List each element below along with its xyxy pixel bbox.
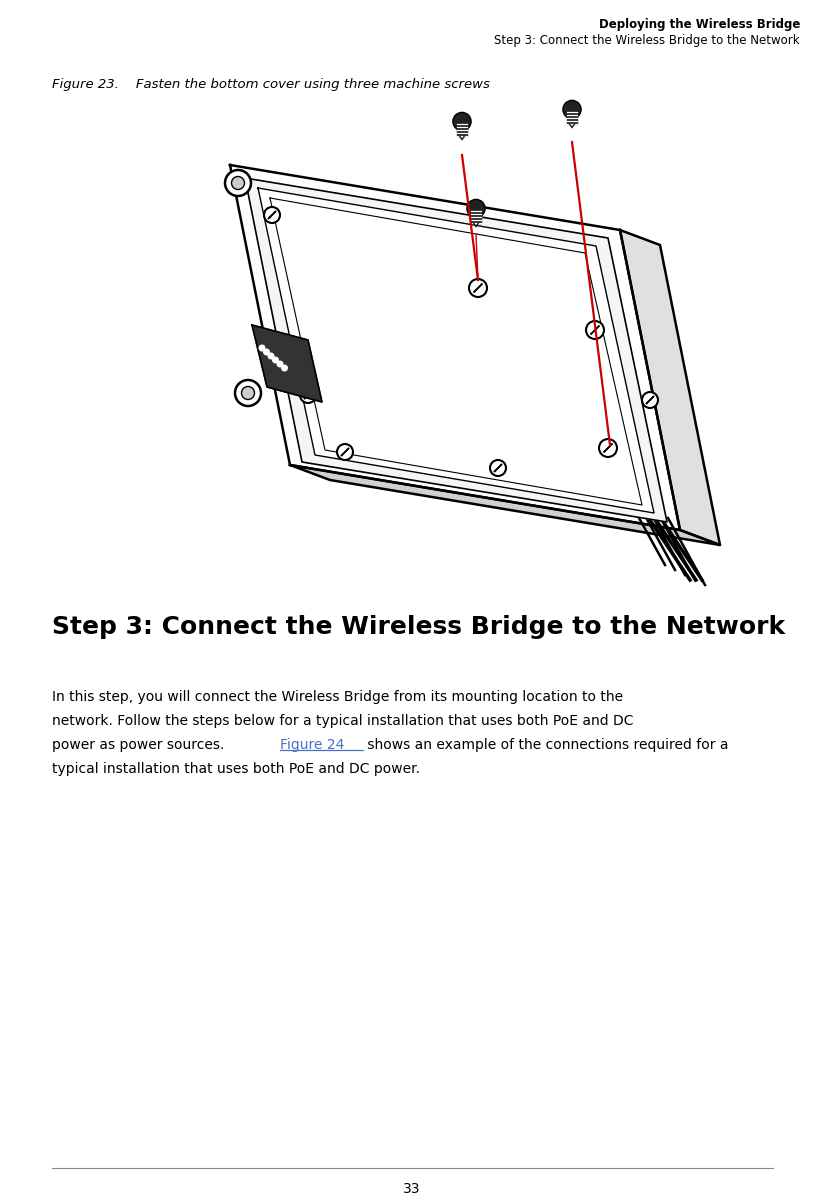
Circle shape [586, 321, 604, 339]
Text: Figure 24: Figure 24 [280, 738, 345, 752]
Circle shape [277, 362, 283, 367]
Circle shape [273, 357, 278, 363]
Text: Step 3: Connect the Wireless Bridge to the Network: Step 3: Connect the Wireless Bridge to t… [52, 615, 785, 639]
Text: Deploying the Wireless Bridge: Deploying the Wireless Bridge [599, 18, 800, 31]
Text: 33: 33 [403, 1182, 421, 1196]
Polygon shape [252, 325, 322, 403]
Text: Figure 23.    Fasten the bottom cover using three machine screws: Figure 23. Fasten the bottom cover using… [52, 78, 490, 91]
Circle shape [300, 387, 316, 403]
Circle shape [235, 380, 261, 406]
Circle shape [599, 438, 617, 456]
Polygon shape [290, 465, 720, 545]
Circle shape [242, 387, 254, 399]
Polygon shape [620, 230, 720, 545]
Circle shape [264, 207, 280, 223]
Bar [457, 125, 467, 135]
Circle shape [563, 101, 581, 119]
Circle shape [490, 460, 506, 476]
Text: typical installation that uses both PoE and DC power.: typical installation that uses both PoE … [52, 762, 420, 776]
Circle shape [281, 365, 287, 371]
Text: network. Follow the steps below for a typical installation that uses both PoE an: network. Follow the steps below for a ty… [52, 714, 634, 728]
Circle shape [467, 199, 485, 218]
Text: In this step, you will connect the Wireless Bridge from its mounting location to: In this step, you will connect the Wirel… [52, 690, 623, 704]
Text: power as power sources.: power as power sources. [52, 738, 229, 752]
Circle shape [337, 444, 353, 460]
Circle shape [264, 349, 269, 355]
Circle shape [232, 176, 244, 189]
Circle shape [259, 345, 265, 351]
Polygon shape [258, 188, 654, 513]
Polygon shape [245, 179, 667, 522]
Circle shape [642, 392, 658, 409]
Text: shows an example of the connections required for a: shows an example of the connections requ… [363, 738, 728, 752]
Bar [568, 113, 577, 123]
Circle shape [469, 279, 487, 297]
Circle shape [453, 113, 471, 131]
Polygon shape [230, 165, 680, 530]
Bar [471, 211, 480, 223]
Circle shape [225, 170, 251, 196]
Circle shape [268, 353, 274, 358]
Text: Step 3: Connect the Wireless Bridge to the Network: Step 3: Connect the Wireless Bridge to t… [494, 34, 800, 47]
